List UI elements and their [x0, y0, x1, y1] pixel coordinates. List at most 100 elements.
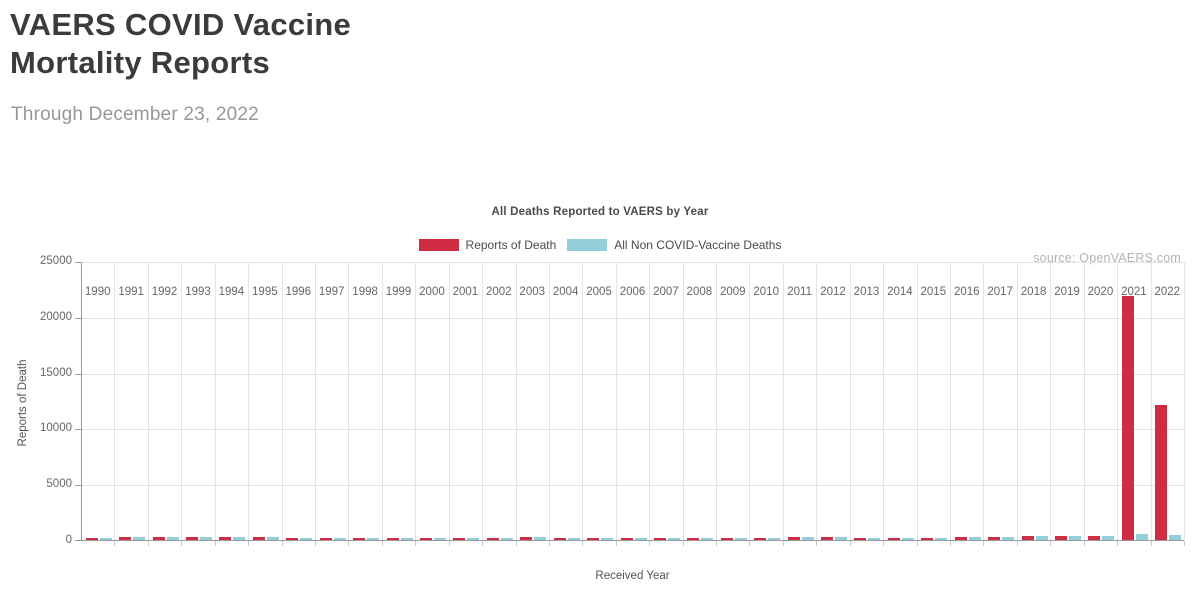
x-tick-label: 1998	[352, 286, 378, 298]
all-non-covid-vaccine-deaths-bar-2015	[935, 537, 948, 540]
all-non-covid-vaccine-deaths-bar-1995	[266, 537, 279, 540]
x-tick-mark	[782, 541, 784, 546]
reports-of-death-bar-1991	[119, 537, 132, 540]
reports-of-death-bar-2021	[1121, 295, 1134, 540]
y-tick-mark	[75, 373, 81, 375]
gridline-vertical	[415, 262, 417, 540]
gridline-vertical	[314, 262, 316, 540]
reports-of-death-bar-2004	[553, 537, 566, 540]
gridline-vertical	[816, 262, 818, 540]
x-tick-label: 2015	[920, 286, 947, 298]
reports-of-death-bar-2020	[1088, 535, 1101, 540]
y-tick-mark	[75, 540, 81, 541]
gridline-vertical	[147, 262, 149, 540]
reports-of-death-bar-2007	[653, 538, 666, 540]
all-non-covid-vaccine-deaths-bar-2003	[534, 537, 547, 540]
reports-of-death-bar-2015	[921, 537, 934, 540]
gridline-vertical	[548, 262, 550, 540]
x-tick-label: 2017	[987, 286, 1013, 298]
all-non-covid-vaccine-deaths-bar-2009	[734, 537, 747, 540]
x-tick-label: 2019	[1054, 286, 1080, 298]
legend-item-non-covid-deaths: All Non COVID-Vaccine Deaths	[567, 238, 781, 252]
all-non-covid-vaccine-deaths-bar-2010	[768, 537, 781, 540]
reports-of-death-bar-1996	[286, 538, 299, 540]
all-non-covid-vaccine-deaths-bar-2018	[1035, 536, 1048, 540]
reports-of-death-bar-2008	[687, 537, 700, 540]
x-tick-label: 2003	[519, 286, 546, 298]
reports-of-death-bar-2005	[587, 538, 600, 540]
all-non-covid-vaccine-deaths-bar-2019	[1069, 535, 1081, 540]
legend-label: All Non COVID-Vaccine Deaths	[614, 238, 782, 252]
reports-of-death-bar-1997	[319, 538, 332, 540]
x-tick-mark	[281, 541, 283, 546]
gridline-vertical	[114, 262, 116, 540]
legend-label: Reports of Death	[465, 238, 557, 252]
x-tick-mark	[1016, 541, 1018, 546]
x-tick-mark	[816, 541, 818, 546]
all-non-covid-vaccine-deaths-bar-2013	[868, 537, 881, 540]
x-tick-mark	[849, 541, 851, 546]
chart-title: All Deaths Reported to VAERS by Year	[491, 206, 709, 218]
x-tick-label: 1993	[185, 286, 211, 298]
all-non-covid-vaccine-deaths-bar-2002	[500, 537, 513, 540]
x-tick-mark	[515, 541, 517, 546]
reports-of-death-bar-1993	[185, 536, 198, 540]
legend-swatch-red	[418, 239, 459, 251]
gridline-vertical	[649, 262, 651, 540]
gridline-vertical	[682, 262, 684, 540]
x-tick-label: 1990	[84, 286, 111, 298]
all-non-covid-vaccine-deaths-bar-2006	[634, 538, 647, 540]
all-non-covid-vaccine-deaths-bar-1994	[233, 537, 246, 540]
reports-of-death-bar-1992	[152, 537, 165, 540]
gridline-vertical	[515, 262, 517, 540]
all-non-covid-vaccine-deaths-bar-2008	[701, 537, 714, 540]
all-non-covid-vaccine-deaths-bar-1998	[367, 538, 380, 540]
x-tick-mark	[147, 541, 149, 546]
x-tick-mark	[448, 541, 450, 546]
legend-item-reports-of-death: Reports of Death	[418, 238, 557, 252]
x-tick-mark	[348, 541, 350, 546]
legend-swatch-blue	[567, 239, 608, 251]
chart-plot-area: 0 5000 10000 15000 20000 25000	[40, 255, 1185, 546]
all-non-covid-vaccine-deaths-bar-1993	[199, 536, 212, 540]
all-non-covid-vaccine-deaths-bar-1996	[300, 538, 313, 540]
gridline-vertical	[214, 262, 216, 540]
gridline-vertical	[950, 262, 952, 540]
all-non-covid-vaccine-deaths-bar-2014	[901, 537, 914, 540]
reports-of-death-bar-1994	[219, 537, 232, 540]
source-attribution: source: OpenVAERS.com	[1033, 251, 1181, 265]
reports-of-death-bar-1998	[353, 538, 366, 540]
gridline-vertical	[1150, 262, 1152, 540]
y-tick-label: 5000	[46, 478, 72, 491]
x-tick-label: 2018	[1020, 286, 1047, 298]
y-tick-label: 10000	[40, 422, 72, 435]
reports-of-death-bar-2018	[1021, 536, 1034, 540]
gridline-vertical	[482, 262, 484, 540]
all-non-covid-vaccine-deaths-bar-2000	[433, 538, 446, 540]
x-tick-label: 2004	[552, 286, 579, 298]
x-tick-mark	[214, 541, 216, 546]
x-tick-mark	[1050, 541, 1052, 546]
gridline-vertical	[248, 262, 250, 540]
gridline-vertical	[782, 262, 784, 540]
all-non-covid-vaccine-deaths-bar-1999	[400, 538, 413, 540]
page-title: VAERS COVID Vaccine Mortality Reports	[10, 7, 352, 80]
x-tick-label: 1996	[285, 286, 312, 298]
gridline-horizontal	[82, 317, 1184, 319]
x-tick-mark	[248, 541, 250, 546]
reports-of-death-bar-1995	[252, 537, 265, 540]
reports-of-death-bar-2014	[887, 537, 900, 540]
all-non-covid-vaccine-deaths-bar-2004	[567, 537, 580, 540]
reports-of-death-bar-2000	[419, 538, 432, 540]
all-non-covid-vaccine-deaths-bar-2021	[1135, 533, 1148, 540]
reports-of-death-bar-2002	[486, 537, 499, 540]
x-tick-mark	[716, 541, 718, 546]
gridline-vertical	[849, 262, 851, 540]
x-tick-mark	[1117, 541, 1119, 546]
x-tick-label: 1992	[151, 286, 178, 298]
x-tick-label: 2000	[419, 286, 445, 298]
gridline-vertical	[1083, 262, 1085, 540]
gridline-horizontal	[82, 262, 1184, 263]
reports-of-death-bar-2016	[954, 537, 967, 540]
